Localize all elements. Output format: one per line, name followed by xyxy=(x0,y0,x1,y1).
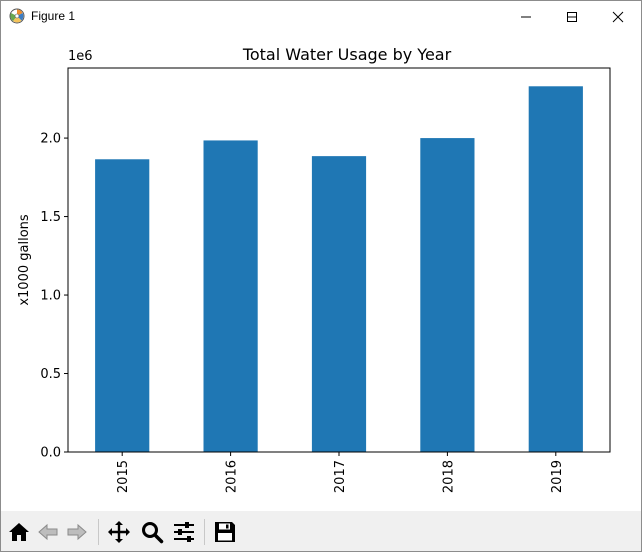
window-title: Figure 1 xyxy=(31,9,76,23)
home-icon xyxy=(9,522,29,541)
pan-button[interactable] xyxy=(106,518,132,545)
zoom-button[interactable] xyxy=(139,518,165,545)
back-icon xyxy=(38,523,58,540)
close-button[interactable] xyxy=(595,1,641,32)
y-tick-label: 0.5 xyxy=(40,367,61,382)
forward-button[interactable] xyxy=(64,518,90,545)
bar-2018 xyxy=(420,138,475,452)
minimize-button-hit[interactable] xyxy=(503,1,549,32)
save-icon xyxy=(215,521,235,542)
y-axis-label: x1000 gallons xyxy=(17,214,32,306)
y-tick-label: 2.0 xyxy=(40,132,61,147)
maximize-icon xyxy=(567,11,577,22)
bar-chart: 0.0 0.5 1.0 1.5 2.0 2015 2016 2017 2018 2019 1e6 To… xyxy=(17,45,611,493)
x-tick-label: 2019 xyxy=(550,460,565,493)
pan-icon xyxy=(108,520,130,543)
close-icon xyxy=(612,11,624,22)
title-bar[interactable]: Figure 1 xyxy=(1,1,641,32)
plot-canvas[interactable]: 0.0 0.5 1.0 1.5 2.0 2015 2016 2017 2018 2019 1e6 To… xyxy=(1,32,641,511)
chart-title: Total Water Usage by Year xyxy=(242,45,452,64)
y-offset-label: 1e6 xyxy=(68,49,93,64)
navigation-toolbar xyxy=(1,511,641,551)
bar-2017 xyxy=(311,156,367,452)
back-button[interactable] xyxy=(35,518,61,545)
y-tick-label: 0.0 xyxy=(40,446,61,461)
bar-2015 xyxy=(95,159,150,452)
x-tick-label: 2017 xyxy=(333,460,348,493)
maximize-button[interactable] xyxy=(549,1,595,32)
y-tick-label: 1.5 xyxy=(40,210,61,225)
y-tick-label: 1.0 xyxy=(40,289,61,304)
save-button[interactable] xyxy=(212,518,238,545)
zoom-icon xyxy=(142,521,164,543)
forward-icon xyxy=(67,523,87,540)
x-tick-label: 2016 xyxy=(225,460,240,493)
home-button[interactable] xyxy=(6,518,32,545)
x-tick-label: 2015 xyxy=(116,460,131,493)
x-tick-label: 2018 xyxy=(441,460,456,493)
minimize-icon xyxy=(521,16,531,17)
configure-subplots-icon xyxy=(174,521,194,542)
bar-2019 xyxy=(528,86,583,453)
configure-subplots-button[interactable] xyxy=(171,518,197,545)
toolbar-separator xyxy=(98,519,99,545)
minimize-icon xyxy=(567,16,577,17)
toolbar-separator xyxy=(204,519,205,545)
minimize-button[interactable] xyxy=(549,1,595,32)
bar-2016 xyxy=(203,140,258,453)
matplotlib-app-icon xyxy=(9,8,25,24)
